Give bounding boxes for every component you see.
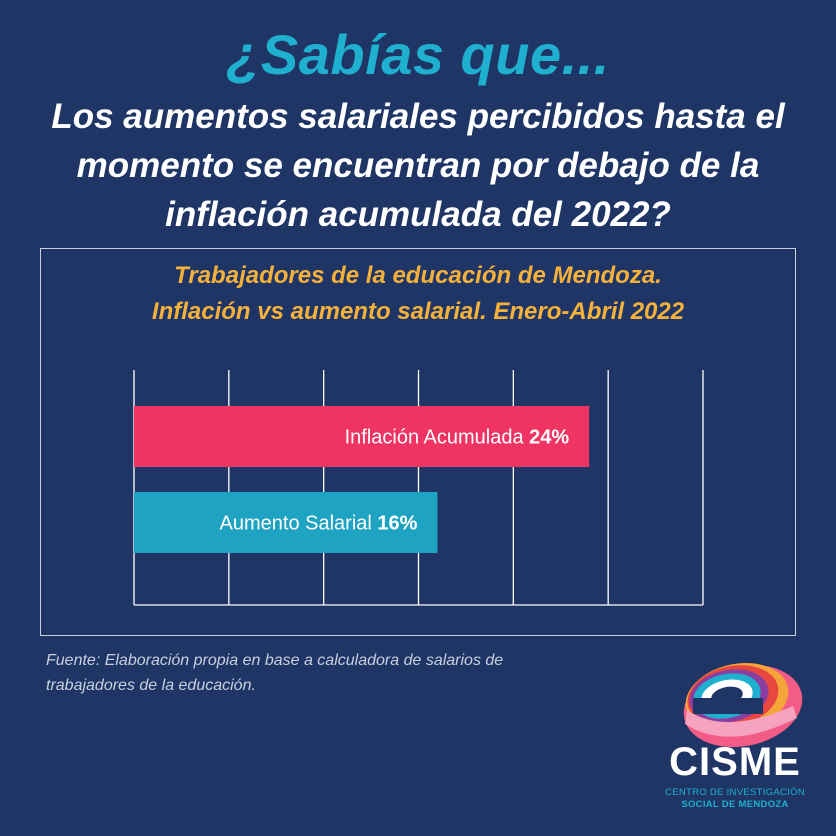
brand-line-1: CENTRO DE INVESTIGACIÓN <box>665 787 805 798</box>
cisme-logo-icon <box>683 663 803 748</box>
bar <box>134 406 590 467</box>
chart-title: Trabajadores de la educación de Mendoza.… <box>151 262 685 325</box>
bar-value: 24% <box>529 427 569 449</box>
source-note: Fuente: Elaboración propia en base a cal… <box>46 652 504 694</box>
kicker-title: ¿Sabías que... <box>226 23 610 86</box>
brand-name: CISME <box>669 740 801 784</box>
brand-line-2: SOCIAL DE MENDOZA <box>681 799 789 810</box>
bar-category: Inflación Acumulada <box>345 427 530 449</box>
bar-category: Aumento Salarial <box>220 513 378 535</box>
chart-frame <box>40 248 796 636</box>
bar <box>134 492 438 553</box>
bar-label: Inflación Acumulada 24% <box>345 427 570 449</box>
bar-value: 16% <box>377 513 417 535</box>
headline: Los aumentos salariales percibidos hasta… <box>51 97 785 234</box>
bar-label: Aumento Salarial 16% <box>220 513 418 535</box>
